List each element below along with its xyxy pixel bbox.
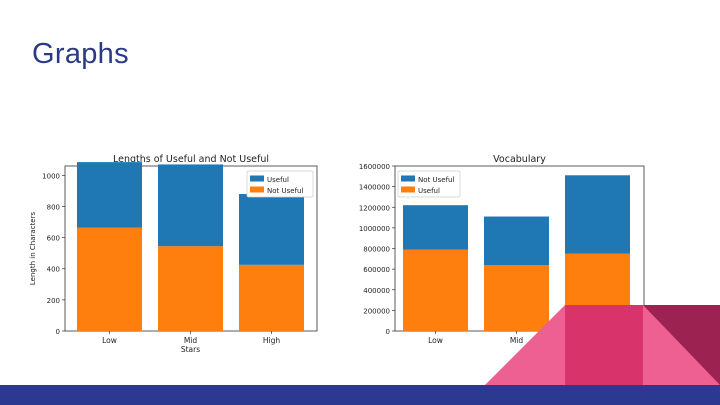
deco-magenta-shape (565, 305, 643, 385)
deco-pink-triangle (485, 305, 565, 385)
y-tick-label: 800 (47, 203, 60, 211)
legend-swatch (401, 175, 415, 182)
bar-useful-low (77, 162, 142, 228)
legend-label: Useful (418, 187, 440, 195)
x-tick-label: Mid (510, 336, 524, 345)
legend-label: Useful (267, 176, 289, 184)
y-tick-label: 200 (47, 297, 60, 305)
bar-not-useful-high (565, 175, 630, 254)
bottom-bar (0, 385, 720, 405)
bar-not-useful-mid (484, 216, 549, 265)
y-tick-label: 1400000 (359, 184, 390, 192)
y-tick-label: 1200000 (359, 204, 390, 212)
bar-not-useful-mid (158, 246, 223, 331)
chart-title: Lengths of Useful and Not Useful (113, 154, 269, 165)
legend-label: Not Useful (418, 176, 454, 184)
bar-useful-mid (158, 164, 223, 247)
x-tick-label: High (263, 336, 280, 345)
bar-useful-high (239, 194, 304, 265)
y-tick-label: 600 (47, 235, 60, 243)
x-tick-label: Mid (184, 336, 198, 345)
y-tick-label: 1000 (42, 172, 60, 180)
legend-label: Not Useful (267, 187, 303, 195)
y-tick-label: 400 (47, 266, 60, 274)
bar-not-useful-high (239, 264, 304, 331)
y-tick-label: 200000 (363, 307, 390, 315)
y-tick-label: 400000 (363, 287, 390, 295)
y-tick-label: 800000 (363, 246, 390, 254)
y-tick-label: 0 (386, 328, 390, 336)
bar-not-useful-low (403, 205, 468, 250)
slide-title: Graphs (32, 38, 129, 70)
x-axis-label: Stars (181, 345, 200, 354)
bar-useful-mid (484, 265, 549, 331)
bar-useful-low (403, 249, 468, 331)
legend-swatch (250, 175, 264, 182)
y-tick-label: 0 (56, 328, 60, 336)
x-tick-label: Low (428, 336, 443, 345)
chart-title: Vocabulary (493, 154, 546, 165)
x-tick-label: Low (102, 336, 117, 345)
legend-swatch (401, 186, 415, 193)
y-tick-label: 1000000 (359, 225, 390, 233)
y-axis-label: Length in Characters (29, 212, 37, 286)
y-tick-label: 1600000 (359, 163, 390, 171)
legend-swatch (250, 186, 264, 193)
y-tick-label: 600000 (363, 266, 390, 274)
deco-pink-right-triangle (643, 305, 720, 385)
bar-not-useful-low (77, 227, 142, 331)
lengths-chart: Lengths of Useful and Not Useful 0 200 400 6… (29, 154, 318, 354)
